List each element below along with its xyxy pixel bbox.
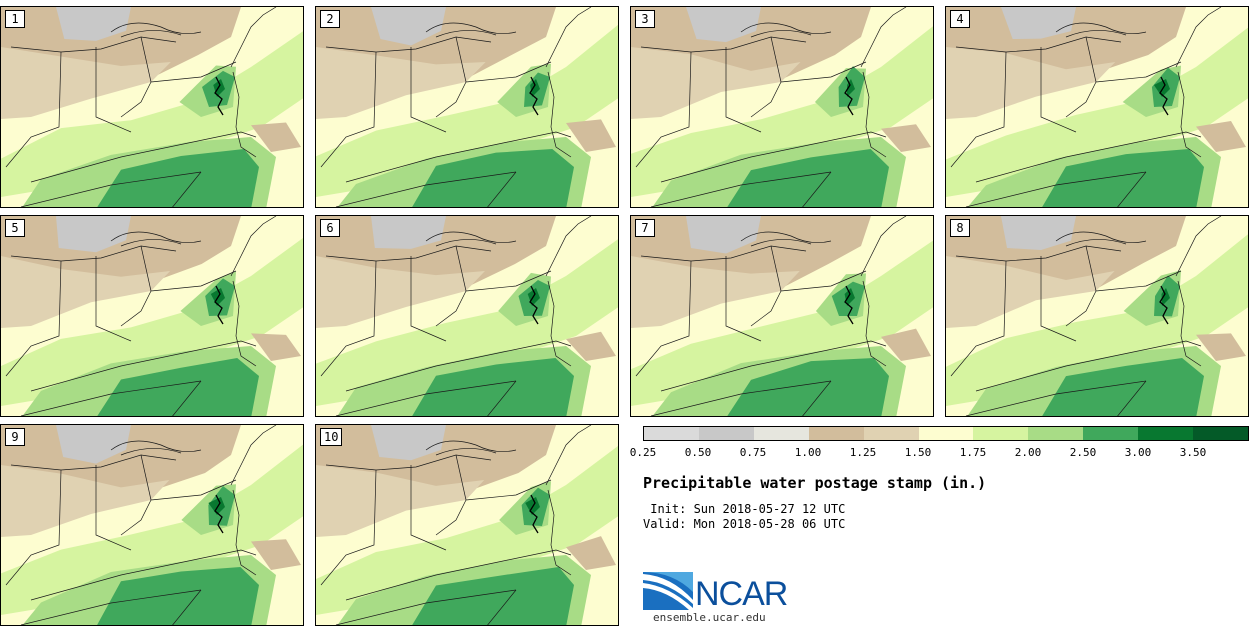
panel-label: 9 [5,428,25,446]
map-panel-9: 9 [0,424,304,626]
panel-label: 2 [320,10,340,28]
legend-tick: 0.50 [684,446,712,459]
legend-tick: 1.00 [794,446,822,459]
legend-colorbar [643,426,1249,441]
legend-swatch [753,427,809,440]
legend-swatch [863,427,919,440]
init-time: Init: Sun 2018-05-27 12 UTC [643,502,846,516]
legend-tick: 2.50 [1069,446,1097,459]
logo-text: NCAR [695,575,788,613]
legend-tick: 1.75 [959,446,987,459]
map-panel-10: 10 [315,424,619,626]
map-canvas [316,7,618,207]
map-panel-6: 6 [315,215,619,417]
legend-swatch [698,427,754,440]
panel-label: 1 [5,10,25,28]
map-canvas [946,216,1248,416]
figure-title: Precipitable water postage stamp (in.) [643,474,987,492]
map-canvas [631,7,933,207]
time-info: Init: Sun 2018-05-27 12 UTC Valid: Mon 2… [643,502,845,532]
legend-swatch [1193,427,1248,440]
panel-label: 3 [635,10,655,28]
legend-swatch [973,427,1029,440]
map-panel-2: 2 [315,6,619,208]
legend-tick: 0.75 [739,446,767,459]
map-canvas [1,425,303,625]
map-panel-8: 8 [945,215,1249,417]
panel-label: 8 [950,219,970,237]
legend-tick: 3.00 [1124,446,1152,459]
map-canvas [316,216,618,416]
map-panel-5: 5 [0,215,304,417]
valid-time: Valid: Mon 2018-05-28 06 UTC [643,517,846,531]
panel-label: 5 [5,219,25,237]
map-panel-3: 3 [630,6,934,208]
legend-swatch [644,427,699,440]
color-legend: 0.25 0.50 0.75 1.00 1.25 1.50 1.75 2.00 … [630,426,1249,460]
logo-url: ensemble.ucar.edu [653,611,766,624]
panel-label: 10 [320,428,343,446]
legend-tick: 2.00 [1014,446,1042,459]
map-canvas [631,216,933,416]
map-canvas [946,7,1248,207]
legend-tick: 3.50 [1179,446,1207,459]
legend-swatch [1138,427,1194,440]
ncar-logo-mark-icon [643,572,693,610]
legend-tick: 0.25 [629,446,657,459]
map-panel-1: 1 [0,6,304,208]
legend-tick: 1.25 [849,446,877,459]
map-canvas [1,216,303,416]
legend-swatch [1028,427,1084,440]
panel-label: 6 [320,219,340,237]
legend-swatch [808,427,864,440]
ncar-logo: NCAR ensemble.ucar.edu [643,570,793,626]
map-canvas [316,425,618,625]
panel-label: 4 [950,10,970,28]
legend-swatch [1083,427,1139,440]
legend-tick: 1.50 [904,446,932,459]
legend-swatch [918,427,974,440]
map-canvas [1,7,303,207]
map-panel-7: 7 [630,215,934,417]
panel-label: 7 [635,219,655,237]
map-panel-4: 4 [945,6,1249,208]
